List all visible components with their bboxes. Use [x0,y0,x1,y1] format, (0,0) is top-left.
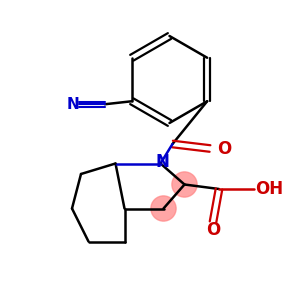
Text: N: N [66,97,79,112]
Circle shape [151,196,176,221]
Text: OH: OH [255,180,283,198]
Circle shape [172,172,197,197]
Text: O: O [206,221,220,239]
Text: N: N [155,153,169,171]
Text: O: O [218,140,232,158]
